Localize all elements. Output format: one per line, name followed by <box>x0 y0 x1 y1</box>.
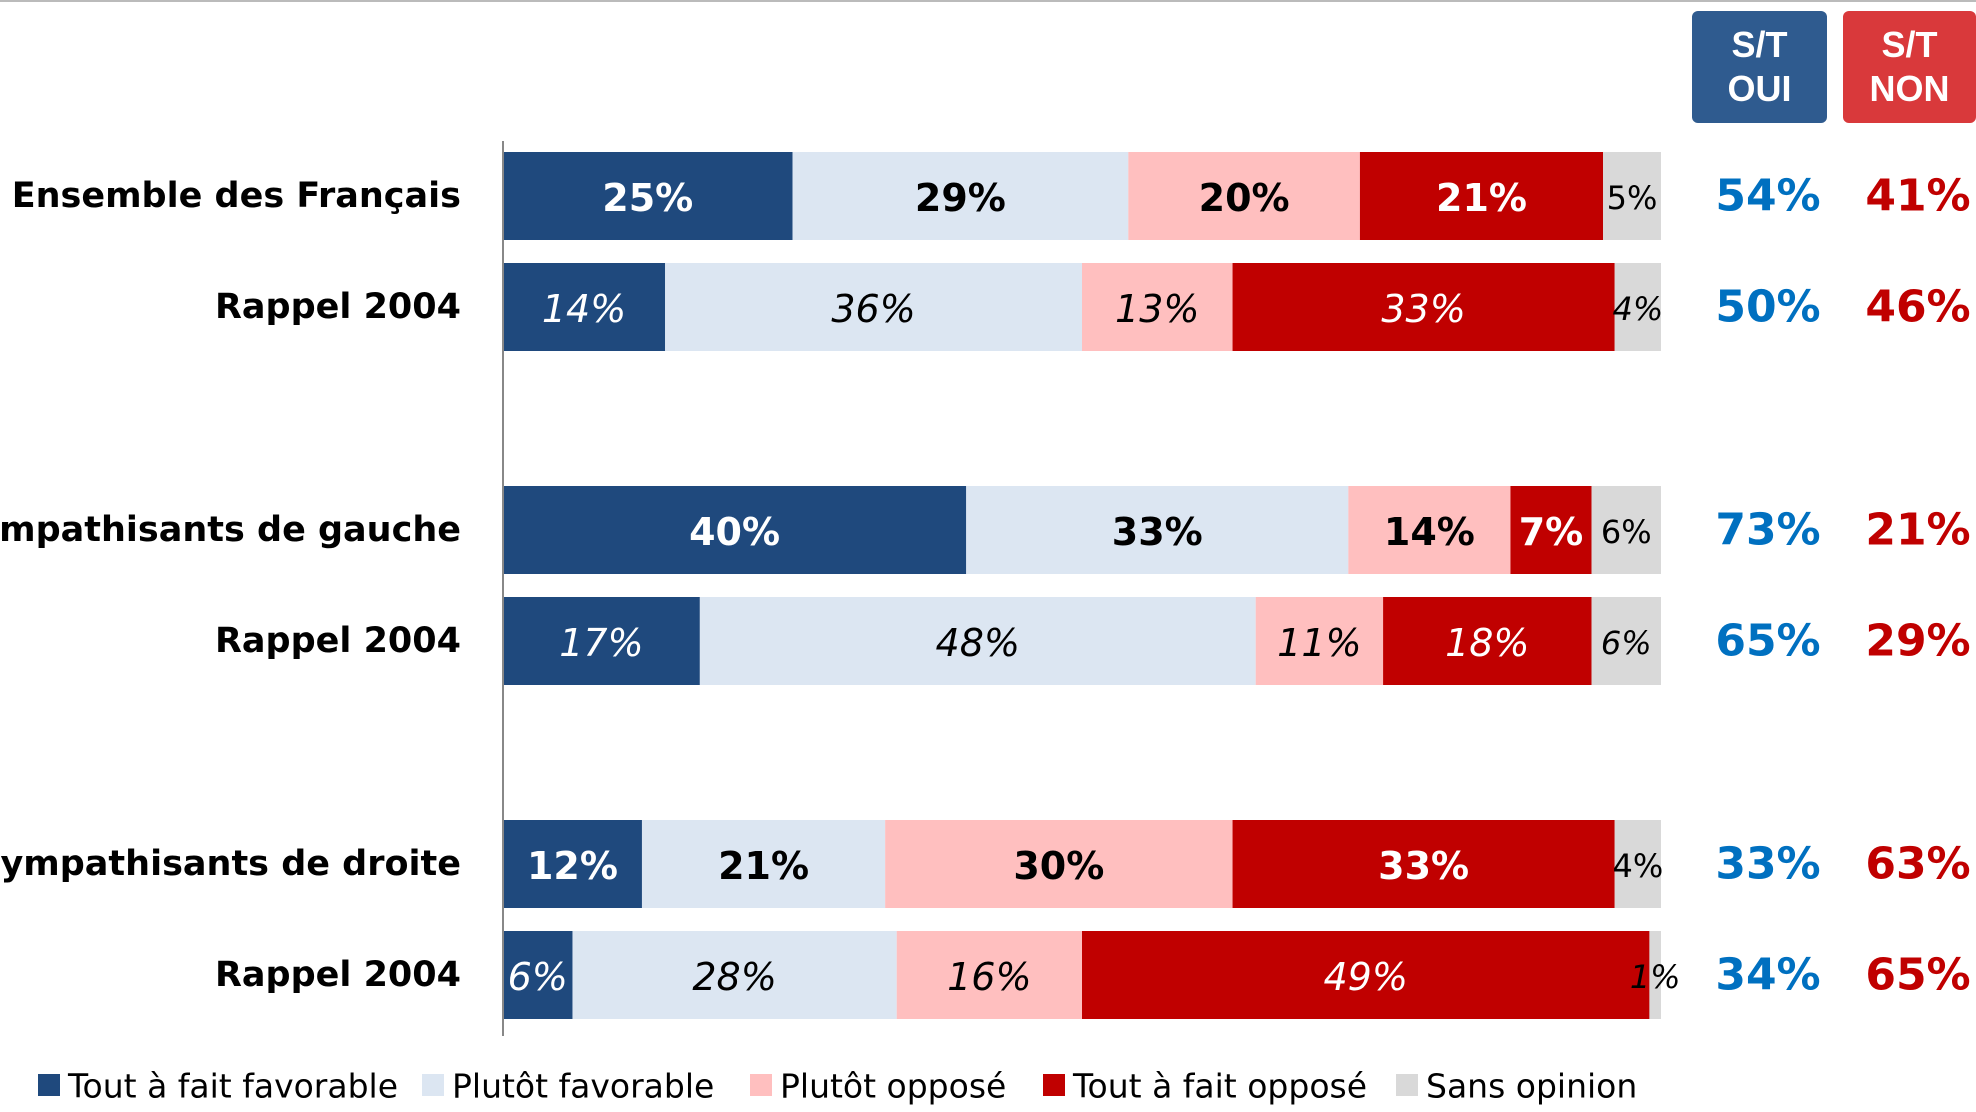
total-value: 33% <box>1715 839 1820 890</box>
bar-segment <box>885 820 1233 908</box>
legend-label: Tout à fait favorable <box>67 1067 398 1106</box>
value-label: 4% <box>1612 290 1663 328</box>
bar-segment <box>699 597 1256 685</box>
legend-swatch <box>1043 1074 1065 1096</box>
value-label: 48% <box>936 621 1020 665</box>
total-value: 65% <box>1715 616 1820 667</box>
value-label: 40% <box>689 510 780 554</box>
legend-swatch <box>422 1074 444 1096</box>
category-label: Rappel 2004 <box>215 287 461 327</box>
total-value: 46% <box>1865 282 1970 333</box>
bar-segment <box>1128 152 1360 240</box>
value-label: 25% <box>602 176 693 220</box>
category-label: Ensemble des Français <box>12 176 461 216</box>
value-label: 6% <box>1601 513 1652 551</box>
value-label: 36% <box>831 287 915 331</box>
bar-segment <box>503 597 700 685</box>
value-label: 33% <box>1378 844 1469 888</box>
value-label: 14% <box>542 287 626 331</box>
legend-swatch <box>1396 1074 1418 1096</box>
bar-segment <box>896 931 1082 1019</box>
bar-segment <box>1603 152 1661 240</box>
legend-label: Plutôt favorable <box>452 1067 714 1106</box>
total-value: 21% <box>1865 505 1970 556</box>
bar-segment <box>1082 931 1650 1019</box>
category-label: Sympathisants de droite <box>0 844 461 884</box>
legend-swatch <box>750 1074 772 1096</box>
total-value: 41% <box>1865 171 1970 222</box>
total-value: 63% <box>1865 839 1970 890</box>
value-label: 6% <box>1601 624 1652 662</box>
value-label: 4% <box>1612 847 1663 885</box>
bar-segment <box>503 931 573 1019</box>
value-label: 21% <box>718 844 809 888</box>
total-header: S/T NON <box>1843 11 1976 123</box>
bar-segment <box>1614 820 1661 908</box>
bar-segment <box>1232 263 1615 351</box>
category-label: Sympathisants de gauche <box>0 510 461 550</box>
total-value: 73% <box>1715 505 1820 556</box>
value-label: 16% <box>947 955 1031 999</box>
bar-segment <box>503 263 666 351</box>
legend-label: Tout à fait opposé <box>1072 1067 1367 1106</box>
total-value: 34% <box>1715 950 1820 1001</box>
legend-swatch <box>38 1074 60 1096</box>
legend-label: Sans opinion <box>1426 1067 1637 1106</box>
bar-segment <box>966 486 1349 574</box>
total-value: 65% <box>1865 950 1970 1001</box>
value-label: 7% <box>1519 510 1584 554</box>
value-label: 33% <box>1381 287 1465 331</box>
value-label: 18% <box>1445 621 1529 665</box>
total-value: 50% <box>1715 282 1820 333</box>
value-label: 11% <box>1277 621 1361 665</box>
total-header: S/T OUI <box>1692 11 1827 123</box>
category-label: Rappel 2004 <box>215 621 461 661</box>
bar-segment <box>1649 931 1661 1019</box>
bar-segment <box>1591 597 1661 685</box>
bar-segment <box>1614 263 1661 351</box>
bar-segment <box>792 152 1129 240</box>
legend-label: Plutôt opposé <box>780 1067 1006 1106</box>
value-label: 1% <box>1630 958 1681 996</box>
value-label: 49% <box>1323 955 1407 999</box>
value-label: 33% <box>1112 510 1203 554</box>
bar-segment <box>1510 486 1592 574</box>
value-label: 17% <box>559 621 643 665</box>
bar-segment <box>503 152 793 240</box>
value-label: 5% <box>1607 179 1658 217</box>
bar-segment <box>1232 820 1615 908</box>
value-label: 20% <box>1199 176 1290 220</box>
value-label: 14% <box>1384 510 1475 554</box>
value-label: 21% <box>1436 176 1527 220</box>
category-label: Rappel 2004 <box>215 955 461 995</box>
value-label: 6% <box>508 955 568 999</box>
bar-segment <box>1591 486 1661 574</box>
bar-segment <box>1255 597 1384 685</box>
value-label: 28% <box>692 955 776 999</box>
bar-segment <box>1359 152 1604 240</box>
value-label: 30% <box>1013 844 1104 888</box>
bar-segment <box>572 931 897 1019</box>
bar-segment <box>1082 263 1233 351</box>
value-label: 29% <box>915 176 1006 220</box>
bar-segment <box>503 486 967 574</box>
total-value: 29% <box>1865 616 1970 667</box>
value-label: 13% <box>1115 287 1199 331</box>
total-value: 54% <box>1715 171 1820 222</box>
bar-segment <box>503 820 642 908</box>
bar-segment <box>641 820 886 908</box>
value-label: 12% <box>527 844 618 888</box>
bar-segment <box>1383 597 1592 685</box>
bar-segment <box>665 263 1082 351</box>
bar-segment <box>1348 486 1511 574</box>
